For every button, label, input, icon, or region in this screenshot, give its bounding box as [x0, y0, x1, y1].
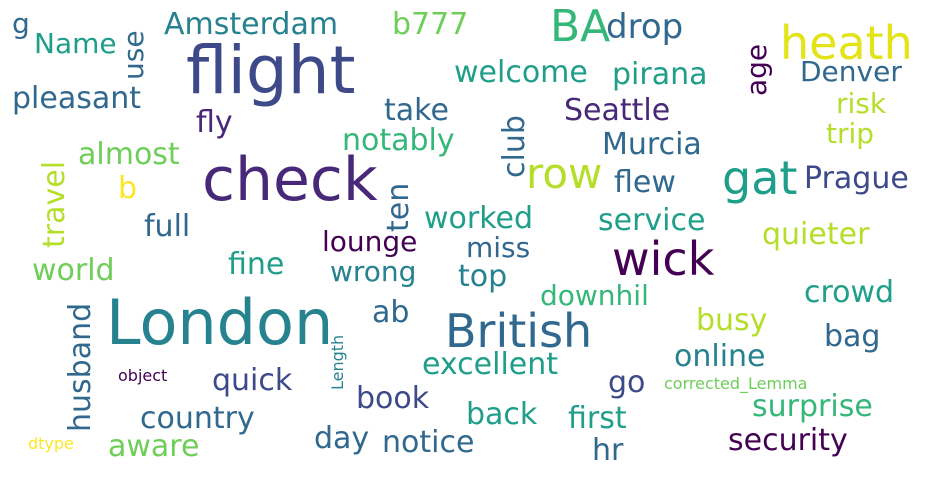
word-surprise: surprise [752, 389, 873, 424]
word-book: book [356, 381, 430, 416]
word-wick: wick [612, 232, 715, 286]
word-row: row [526, 149, 603, 198]
word-almost: almost [78, 137, 180, 172]
word-trip: trip [826, 117, 875, 150]
word-travel: travel [37, 160, 72, 248]
word-wrong: wrong [330, 255, 417, 288]
word-name: Name [34, 27, 117, 60]
word-quick: quick [212, 363, 293, 398]
word-hr: hr [592, 433, 624, 468]
word-flew: flew [614, 165, 676, 200]
word-service: service [598, 203, 706, 238]
word-risk: risk [836, 87, 887, 120]
word-drop: drop [606, 7, 684, 47]
word-heath: heath [780, 16, 913, 70]
word-pleasant: pleasant [12, 81, 142, 116]
word-british: British [445, 304, 593, 358]
word-object: object [118, 366, 168, 385]
word-back: back [466, 397, 538, 432]
word-busy: busy [696, 303, 768, 338]
word-quieter: quieter [762, 217, 870, 252]
word-use: use [117, 30, 150, 80]
word-security: security [728, 423, 848, 458]
word-miss: miss [466, 231, 531, 264]
word-welcome: welcome [454, 55, 588, 90]
word-fine: fine [228, 247, 285, 282]
word-denver: Denver [800, 55, 902, 88]
word-online: online [674, 339, 766, 374]
word-check: check [202, 145, 378, 215]
word-b: b [118, 171, 138, 206]
word-day: day [314, 421, 370, 456]
word-crowd: crowd [804, 275, 895, 310]
word-bag: bag [824, 319, 881, 354]
word-ba: BA [550, 1, 611, 52]
word-top: top [458, 259, 508, 294]
word-full: full [144, 209, 191, 244]
word-amsterdam: Amsterdam [164, 7, 339, 42]
word-notably: notably [342, 123, 455, 158]
word-seattle: Seattle [564, 93, 671, 128]
word-prague: Prague [804, 161, 909, 196]
word-world: world [32, 253, 115, 288]
word-take: take [384, 93, 449, 128]
word-downhil: downhil [540, 279, 649, 312]
word-husband: husband [63, 302, 98, 432]
word-fly: fly [196, 105, 233, 140]
word-country: country [140, 401, 255, 436]
word-excellent: excellent [422, 347, 559, 382]
word-b777: b777 [392, 7, 469, 42]
word-murcia: Murcia [602, 127, 702, 162]
word-gat: gat [722, 151, 798, 205]
word-length: Length [328, 334, 347, 390]
word-first: first [568, 401, 627, 436]
word-pirana: pirana [612, 57, 708, 92]
word-ab: ab [372, 295, 410, 330]
word-go: go [608, 365, 646, 400]
word-dtype: dtype [28, 434, 74, 453]
word-notice: notice [382, 425, 475, 460]
word-aware: aware [108, 429, 200, 464]
word-lounge: lounge [322, 225, 418, 258]
word-corrected-lemma: corrected_Lemma [664, 374, 808, 393]
word-london: London [106, 286, 334, 359]
word-age: age [740, 43, 773, 96]
word-flight: flight [186, 32, 356, 109]
word-club: club [497, 115, 532, 178]
word-worked: worked [424, 201, 534, 236]
word-g: g [12, 7, 30, 40]
